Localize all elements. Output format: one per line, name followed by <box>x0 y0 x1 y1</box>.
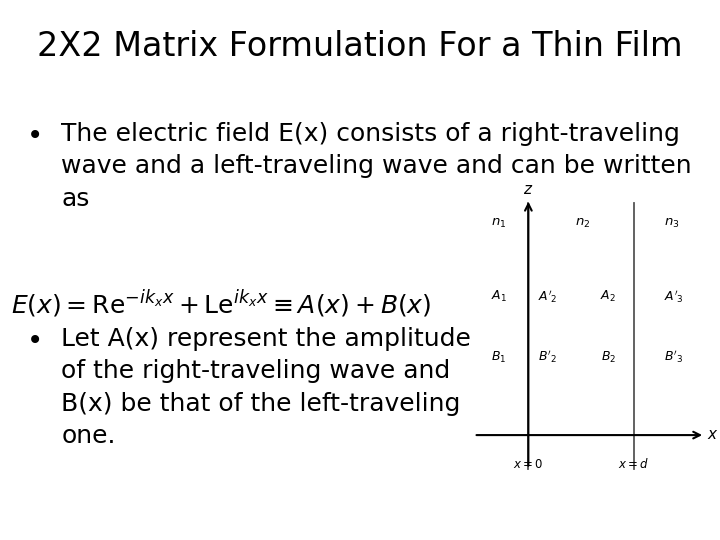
Text: $z$: $z$ <box>523 183 534 197</box>
Text: $x$: $x$ <box>707 428 719 442</box>
Text: $A_2$: $A_2$ <box>600 289 616 305</box>
Text: $A'_3$: $A'_3$ <box>664 288 683 305</box>
Text: $B'_3$: $B'_3$ <box>664 349 683 366</box>
Text: $n_3$: $n_3$ <box>664 217 679 230</box>
Text: $n_1$: $n_1$ <box>491 217 507 230</box>
Text: •: • <box>27 327 44 355</box>
Text: $B_1$: $B_1$ <box>491 349 507 364</box>
Text: $B'_2$: $B'_2$ <box>538 349 557 366</box>
Text: The electric field E(x) consists of a right-traveling
wave and a left-traveling : The electric field E(x) consists of a ri… <box>61 122 692 211</box>
Text: $n_2$: $n_2$ <box>575 217 590 230</box>
Text: Let A(x) represent the amplitude
of the right-traveling wave and
B(x) be that of: Let A(x) represent the amplitude of the … <box>61 327 471 448</box>
Text: $A'_2$: $A'_2$ <box>538 288 557 305</box>
Text: 2X2 Matrix Formulation For a Thin Film: 2X2 Matrix Formulation For a Thin Film <box>37 30 683 63</box>
Text: $x = d$: $x = d$ <box>618 457 649 471</box>
Text: •: • <box>27 122 44 150</box>
Text: $x = 0$: $x = 0$ <box>513 458 544 471</box>
Text: $E(x) = \mathrm{Re}^{-ik_xx} + \mathrm{Le}^{ik_xx} \equiv A(x) + B(x)$: $E(x) = \mathrm{Re}^{-ik_xx} + \mathrm{L… <box>11 289 431 320</box>
Text: $B_2$: $B_2$ <box>600 349 616 364</box>
Text: $A_1$: $A_1$ <box>491 289 507 305</box>
